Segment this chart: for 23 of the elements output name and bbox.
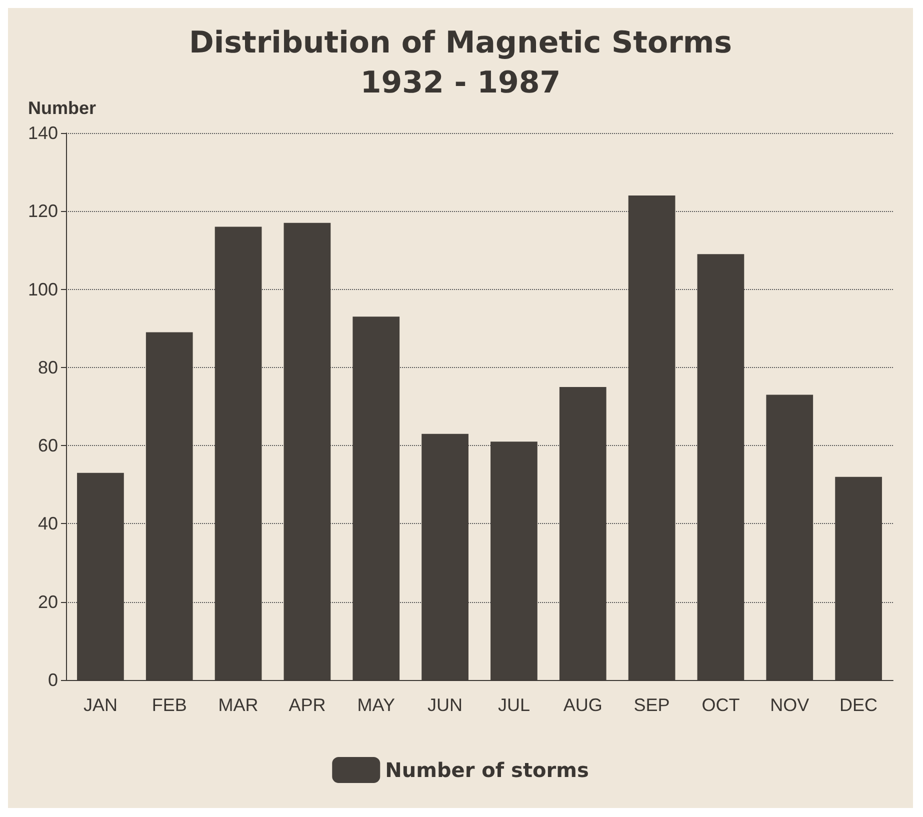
legend-label: Number of storms [385, 758, 589, 782]
x-tick-label: FEB [152, 695, 187, 715]
x-tick-label: DEC [840, 695, 878, 715]
y-tick-label: 0 [48, 670, 58, 690]
y-tick-label: 80 [38, 357, 58, 378]
y-tick-label: 100 [28, 279, 58, 300]
x-tick-label: APR [288, 695, 326, 715]
y-tick-label: 60 [38, 436, 58, 456]
x-tick-label: NOV [770, 695, 810, 715]
y-tick-label: 40 [38, 514, 58, 534]
x-tick-label: SEP [634, 695, 670, 715]
x-tick-label: MAR [218, 695, 258, 715]
x-tick-label: AUG [563, 695, 602, 715]
x-tick-label: OCT [702, 695, 740, 715]
y-tick-label: 120 [28, 201, 58, 222]
x-tick-label: JUN [428, 695, 463, 715]
x-tick-label: JUL [498, 695, 530, 715]
y-tick-label: 20 [38, 592, 58, 612]
chart-title: Distribution of Magnetic Storms 1932 - 1987 [188, 26, 732, 100]
y-axis-title: Number [28, 98, 96, 118]
x-tick-label: JAN [83, 695, 118, 715]
y-tick-label: 140 [28, 123, 58, 143]
x-tick-label: MAY [357, 695, 395, 715]
